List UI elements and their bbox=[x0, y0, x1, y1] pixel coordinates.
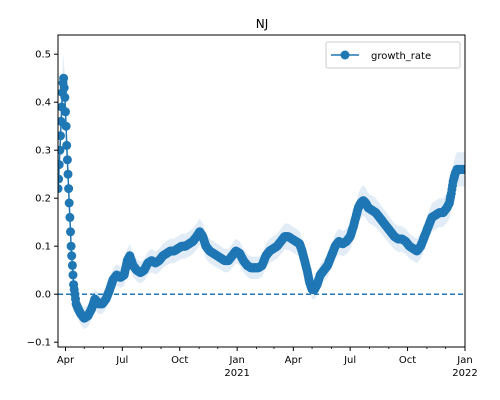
x-tick-label: Jul bbox=[343, 355, 356, 366]
y-tick-label: 0.1 bbox=[35, 242, 51, 253]
y-tick-label: 0.2 bbox=[35, 194, 51, 205]
x-tick-year-label: 2021 bbox=[224, 368, 249, 379]
data-point bbox=[460, 164, 465, 174]
x-tick-label: Jan bbox=[456, 355, 472, 366]
confidence-band bbox=[58, 55, 465, 330]
legend-entry-growth-rate: growth_rate bbox=[371, 51, 431, 62]
x-axis: Apr Jul Oct Jan 2021 Apr Jul Oct Jan 2022 bbox=[57, 347, 478, 379]
x-tick-label: Jul bbox=[115, 355, 128, 366]
data-point bbox=[61, 107, 70, 117]
data-point bbox=[59, 73, 69, 83]
plot-frame bbox=[57, 34, 466, 348]
y-tick-label: 0.0 bbox=[35, 290, 51, 301]
y-axis: −0.1 0.0 0.1 0.2 0.3 0.4 0.5 bbox=[27, 50, 58, 349]
data-point bbox=[62, 140, 72, 150]
legend-marker-sample bbox=[340, 50, 350, 60]
x-tick-label: Apr bbox=[57, 355, 75, 366]
data-point bbox=[67, 251, 77, 261]
data-point bbox=[66, 241, 76, 251]
data-point bbox=[64, 198, 74, 208]
data-point bbox=[60, 92, 70, 102]
chart-title: NJ bbox=[256, 17, 269, 31]
y-tick-label: 0.4 bbox=[35, 98, 51, 109]
data-point bbox=[59, 83, 69, 93]
data-point bbox=[64, 184, 74, 194]
y-tick-label: −0.1 bbox=[27, 338, 51, 349]
data-point bbox=[65, 212, 75, 222]
x-tick-label: Oct bbox=[171, 355, 188, 366]
data-point bbox=[62, 155, 72, 165]
legend: growth_rate bbox=[325, 41, 461, 69]
data-point bbox=[58, 131, 65, 141]
y-tick-label: 0.3 bbox=[35, 146, 51, 157]
data-point bbox=[63, 169, 73, 179]
legend-box bbox=[325, 41, 461, 69]
data-point bbox=[61, 121, 71, 131]
data-point bbox=[66, 227, 75, 237]
y-tick-label: 0.5 bbox=[35, 50, 51, 61]
x-tick-label: Jan bbox=[228, 355, 244, 366]
data-point bbox=[58, 174, 64, 184]
data-point bbox=[68, 270, 78, 280]
series-marker-layer bbox=[58, 73, 465, 323]
x-tick-label: Apr bbox=[285, 355, 303, 366]
x-tick-year-label: 2022 bbox=[452, 368, 477, 379]
data-point bbox=[58, 145, 65, 155]
x-tick-label: Oct bbox=[399, 355, 416, 366]
data-point bbox=[67, 260, 77, 270]
data-point bbox=[58, 184, 63, 194]
uncertainty-band bbox=[58, 55, 465, 330]
data-point bbox=[58, 160, 64, 170]
